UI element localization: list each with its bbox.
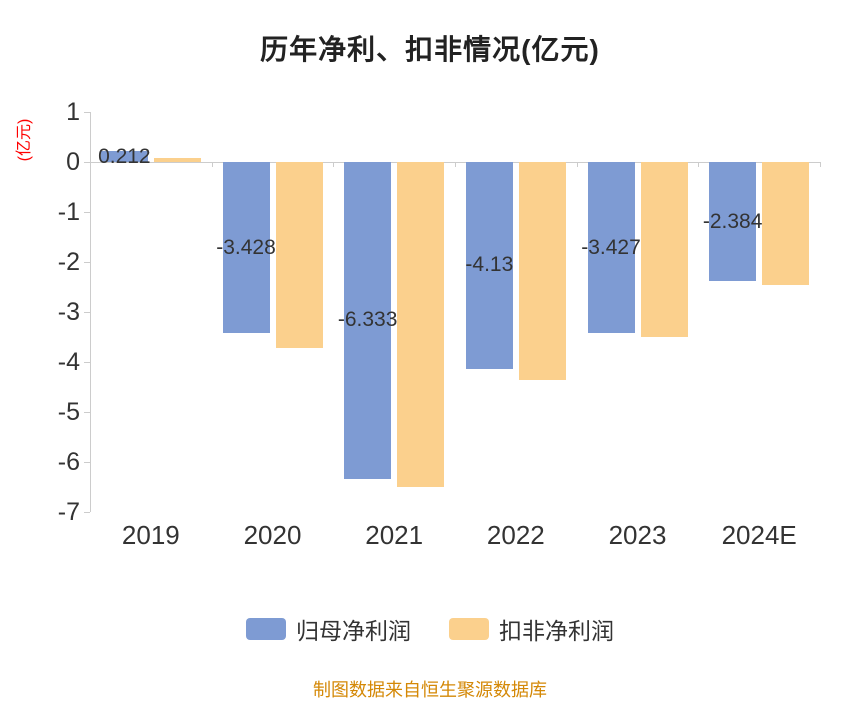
x-axis-tick-mark: [576, 162, 578, 167]
bar-value-label: -3.427: [581, 235, 641, 259]
y-axis-tick-mark: [84, 462, 90, 463]
y-axis-tick-label: -6: [57, 448, 80, 476]
x-axis-tick-mark: [90, 162, 91, 167]
y-axis-tick-label: -2: [57, 248, 80, 276]
bar-net-profit: [465, 162, 513, 369]
x-axis-tick-mark: [455, 162, 456, 167]
legend-label: 扣非净利润: [499, 618, 614, 644]
bar-net-profit: [344, 162, 392, 479]
y-axis-tick-mark: [84, 312, 90, 313]
y-axis-tick-mark: [84, 212, 90, 213]
y-axis-tick-label: 0: [66, 148, 80, 176]
x-axis-tick-label: 2021: [365, 520, 424, 550]
y-axis-tick-label: -7: [57, 498, 80, 526]
bar-net-profit: [709, 162, 757, 282]
plot-area: 1 0 -1 -2 -3 -4 -5 -6 -7 0.212 2019 -3.428 2020 -6.33…: [58, 98, 821, 550]
bar-value-label: -3.428: [216, 235, 276, 259]
bar-non-recurring-profit: [762, 162, 810, 285]
y-axis-line: [90, 112, 91, 512]
x-axis-tick-label: 2022: [486, 520, 545, 550]
y-axis-tick-label: -1: [57, 198, 80, 226]
y-axis-tick-mark: [84, 362, 90, 363]
bar-net-profit: [587, 162, 635, 334]
bar-non-recurring-profit: [640, 162, 688, 337]
chart-title: 历年净利、扣非情况(亿元): [260, 34, 600, 65]
x-axis-tick-mark: [333, 162, 335, 167]
y-axis-tick-label: 1: [66, 98, 80, 126]
y-axis-tick-mark: [84, 262, 90, 263]
y-axis-tick-label: -4: [57, 348, 80, 376]
bar-net-profit: [222, 162, 270, 334]
legend-swatch: [449, 618, 489, 640]
bar-value-label: 0.212: [98, 144, 151, 168]
x-axis-tick-label: 2024E: [721, 520, 797, 550]
x-axis-tick-label: 2023: [608, 520, 667, 550]
bar-value-label: -6.333: [337, 308, 398, 332]
legend-label: 归母净利润: [296, 618, 411, 644]
legend-item[interactable]: 扣非净利润: [449, 612, 614, 646]
legend: 归母净利润 扣非净利润: [0, 612, 860, 646]
bar-value-label: -4.13: [465, 253, 514, 277]
x-axis-tick-label: 2020: [243, 520, 302, 550]
bar-non-recurring-profit: [153, 157, 201, 162]
bar-non-recurring-profit: [518, 162, 566, 380]
legend-swatch: [246, 618, 286, 640]
y-axis-tick-label: -3: [57, 298, 80, 326]
bar-value-label: -2.384: [702, 209, 763, 233]
y-axis-tick-mark: [84, 162, 90, 163]
x-axis-tick-mark: [698, 162, 700, 167]
x-axis-tick-mark: [211, 162, 213, 167]
bar-non-recurring-profit: [397, 162, 445, 487]
data-source-note: 制图数据来自恒生聚源数据库: [313, 680, 547, 700]
x-axis-tick-mark: [820, 162, 821, 167]
bar-non-recurring-profit: [275, 162, 323, 348]
bar-net-profit: [100, 151, 148, 162]
y-axis-tick-label: -5: [57, 398, 80, 426]
legend-item[interactable]: 归母净利润: [246, 612, 411, 646]
x-axis-tick-label: 2019: [121, 520, 180, 550]
y-axis-tick-mark: [84, 512, 90, 513]
y-axis-tick-mark: [84, 412, 90, 413]
y-axis-tick-mark: [84, 112, 90, 113]
